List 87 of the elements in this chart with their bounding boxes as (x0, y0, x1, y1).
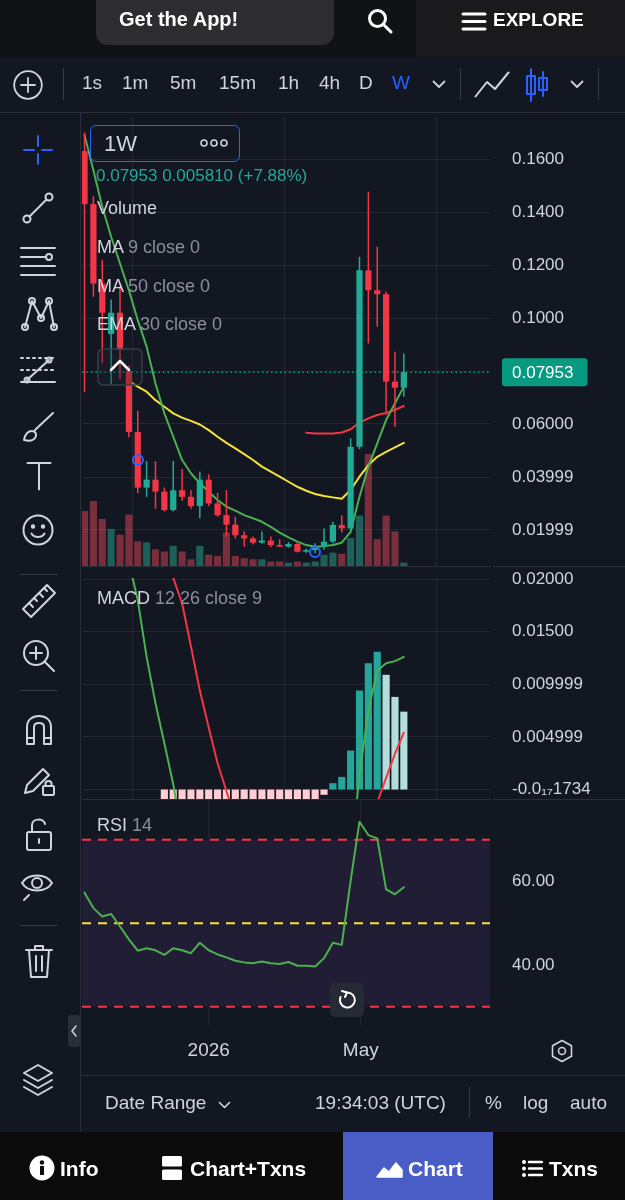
bar (222, 532, 231, 566)
candlestick (152, 460, 159, 510)
bar (347, 538, 355, 566)
bar (231, 555, 239, 566)
y-tick-label: 0.1000 (512, 307, 564, 327)
text: Info (60, 1157, 99, 1180)
bar (364, 454, 372, 566)
bar (347, 750, 355, 790)
bar (205, 554, 213, 566)
bar (205, 789, 213, 799)
text: RSI 14 (97, 815, 153, 835)
bar (143, 542, 151, 566)
text: 1W (104, 131, 137, 156)
ref-line-label: 0.07953 (512, 362, 574, 382)
bar (338, 553, 346, 566)
bar (302, 789, 310, 799)
annotation: 0.07953 0.005810 (+7.88%) (96, 166, 308, 185)
x-tick-label: May (342, 1038, 380, 1060)
bar (276, 789, 284, 799)
candlestick (178, 468, 186, 502)
text: 1s (82, 72, 103, 93)
bar (373, 539, 381, 566)
candlestick (258, 530, 266, 545)
text: W (392, 72, 410, 93)
y-tick-label: 0.01500 (512, 621, 574, 641)
y-tick-label: 40.00 (512, 954, 555, 974)
text: Txns (549, 1157, 599, 1180)
text: Date Range (105, 1092, 207, 1113)
y-tick-label: 0.03999 (512, 466, 574, 486)
text: 4h (319, 72, 341, 93)
candlestick (161, 486, 168, 513)
bar (214, 555, 222, 566)
bar (82, 511, 89, 566)
y-tick-label: 0.06000 (512, 413, 574, 433)
bar (160, 551, 168, 566)
y-tick-label: 0.1600 (512, 148, 564, 168)
bar (169, 545, 177, 566)
bar (214, 789, 222, 799)
bar (160, 789, 168, 799)
text: EXPLORE (493, 9, 584, 30)
y-tick-label: 60.00 (512, 871, 555, 891)
bar (293, 789, 301, 799)
y-tick-label: -0.0₁₇1734 (512, 779, 591, 799)
text: % (485, 1092, 502, 1113)
y-tick-label: 0.01999 (512, 519, 574, 539)
x-tick-label: 2026 (187, 1038, 230, 1060)
y-tick-label: 0.009999 (512, 673, 583, 693)
candlestick (329, 521, 336, 544)
bar (355, 515, 364, 566)
candlestick (241, 530, 248, 548)
text: D (359, 72, 373, 93)
text: Chart (408, 1157, 463, 1180)
y-tick-label: 0.004999 (512, 726, 583, 746)
text: 15m (219, 72, 256, 93)
bar (196, 545, 204, 566)
candlestick (170, 460, 177, 513)
bar (338, 776, 346, 790)
bar (373, 651, 381, 790)
bar (231, 789, 239, 799)
y-tick-label: 0.02000 (512, 568, 574, 588)
candlestick (143, 460, 150, 498)
text: 1h (278, 72, 300, 93)
bar (134, 541, 142, 566)
bar (107, 529, 115, 566)
candlestick (374, 246, 381, 328)
candlestick (365, 190, 372, 345)
bar (151, 549, 160, 566)
y-tick-label: 0.1400 (512, 201, 564, 221)
candlestick (232, 515, 239, 540)
candlestick (320, 527, 328, 551)
y-tick-label: 0.1200 (512, 254, 564, 274)
text: 19:34:03 (UTC) (315, 1092, 446, 1113)
bar (329, 783, 337, 790)
text: 5m (170, 72, 197, 93)
candlestick (187, 489, 195, 510)
bar (258, 559, 266, 566)
text: Chart+Txns (190, 1157, 307, 1180)
candlestick (214, 492, 221, 518)
candlestick (205, 473, 212, 507)
text: log (523, 1092, 549, 1113)
candlestick (400, 352, 407, 398)
text: auto (570, 1092, 607, 1113)
bar (89, 501, 97, 566)
bar (284, 789, 293, 799)
text: Get the App! (119, 8, 239, 30)
text: 1m (122, 72, 149, 93)
bar (98, 518, 106, 566)
